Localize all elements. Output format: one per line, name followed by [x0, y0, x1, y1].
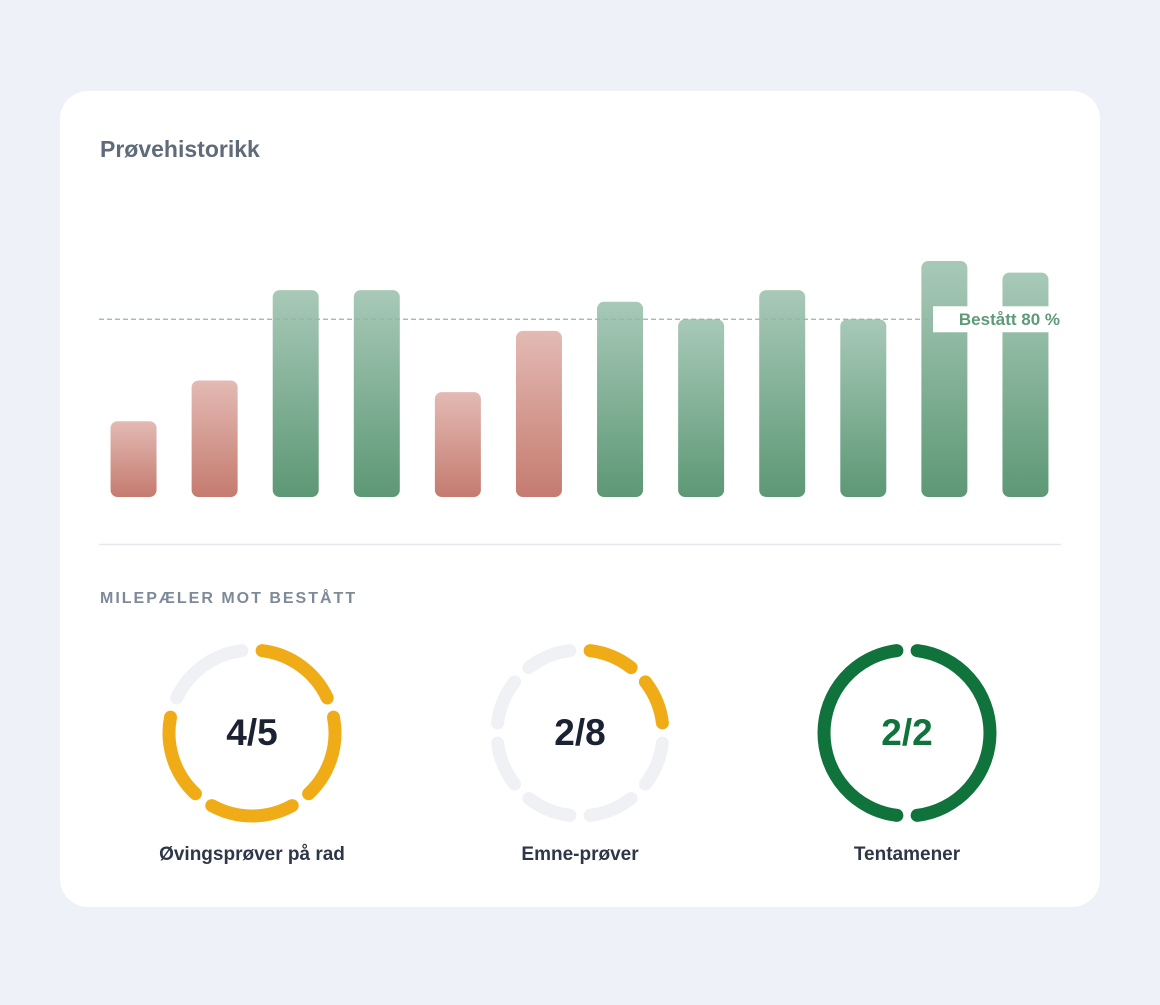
bar: [353, 290, 400, 497]
ring-segment-empty: [583, 791, 638, 822]
ring-segment-empty: [491, 675, 522, 730]
ring-value: 2/2: [881, 712, 932, 753]
ring-segment-done: [162, 710, 202, 801]
ring-label: Emne-prøver: [521, 844, 639, 865]
section-title: MILEPÆLER MOT BESTÅTT: [100, 588, 357, 607]
bar: [840, 319, 887, 497]
ring-segment-empty: [491, 736, 522, 791]
ring-segment-empty: [170, 644, 249, 705]
bar: [597, 301, 644, 497]
ring-segment-done: [205, 799, 299, 823]
ring-segment-done: [583, 644, 638, 675]
bar: [515, 330, 562, 497]
threshold-label-bg: [933, 306, 1061, 333]
card: [60, 91, 1100, 907]
ring-segment-empty: [522, 644, 577, 675]
ring-segment-done: [817, 644, 904, 822]
ring-label: Øvingsprøver på rad: [159, 844, 345, 865]
ring-segment-done: [255, 644, 334, 705]
ring-label: Tentamener: [854, 844, 961, 865]
ring-segment-empty: [638, 736, 669, 791]
bar: [921, 261, 968, 497]
bar: [110, 421, 157, 497]
bar: [678, 319, 725, 497]
ring-segment-done: [638, 675, 669, 730]
bar: [191, 380, 238, 497]
ring-value: 2/8: [554, 712, 605, 753]
bar: [759, 290, 806, 497]
ring-segment-done: [302, 710, 342, 801]
card-title: Prøvehistorikk: [100, 136, 260, 162]
threshold-label: Bestått 80 %: [959, 310, 1060, 329]
ring-segment-empty: [522, 791, 577, 822]
bar: [434, 392, 481, 497]
ring-value: 4/5: [226, 712, 277, 753]
ring-segment-done: [910, 644, 997, 822]
bar: [272, 290, 319, 497]
